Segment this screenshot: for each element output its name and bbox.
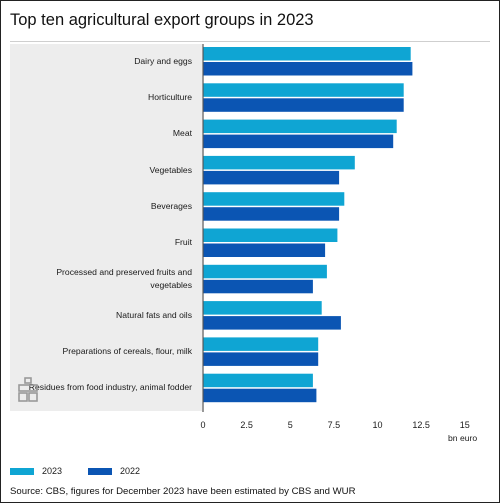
x-axis-unit-label: bn euro [448, 433, 478, 443]
category-label-panel [10, 44, 202, 411]
category-label-8: Natural fats and oils [116, 309, 192, 320]
category-label-3: Meat [172, 128, 192, 139]
category-label-9: Preparations of cereals, flour, milk [62, 346, 192, 357]
cbs-logo-icon [18, 377, 38, 402]
legend-label-2022: 2022 [120, 466, 141, 476]
x-tick-label-5: 5 [288, 420, 293, 430]
bar-2022-3 [203, 134, 394, 149]
bar-2023-2 [203, 83, 404, 97]
bar-2022-2 [203, 98, 404, 112]
bar-2023-1 [203, 47, 411, 61]
x-tick-label-0: 0 [200, 420, 205, 430]
x-tick-label-10: 10 [372, 420, 382, 430]
x-tick-label-12.5: 12.5 [412, 420, 430, 430]
bar-2022-9 [203, 352, 319, 366]
x-tick-label-15: 15 [460, 420, 470, 430]
bar-2023-9 [203, 337, 319, 351]
bar-2023-6 [203, 228, 338, 242]
category-label-7: Processed and preserved fruits and veget… [56, 267, 192, 290]
bar-2022-4 [203, 170, 340, 185]
bar-2022-10 [203, 388, 317, 403]
chart-title: Top ten agricultural export groups in 20… [10, 11, 314, 29]
legend-swatch-2023 [10, 468, 34, 475]
category-label-6: Fruit [174, 237, 192, 248]
source-note: Source: CBS, figures for December 2023 h… [10, 486, 356, 497]
bar-2022-8 [203, 316, 341, 330]
bar-2022-1 [203, 62, 413, 76]
legend-label-2023: 2023 [42, 466, 63, 476]
bar-2023-5 [203, 192, 345, 206]
category-label-1: Dairy and eggs [134, 55, 192, 66]
bar-2022-6 [203, 243, 326, 257]
bar-2023-8 [203, 301, 322, 315]
legend-swatch-2022 [88, 468, 112, 475]
bar-2022-7 [203, 279, 313, 294]
category-label-10: Residues from food industry, animal fodd… [28, 382, 192, 393]
bar-2022-5 [203, 207, 340, 221]
category-label-5: Beverages [150, 200, 192, 211]
bar-2023-10 [203, 373, 313, 388]
title-divider [10, 41, 490, 42]
x-tick-label-2.5: 2.5 [240, 420, 253, 430]
category-label-4: Vegetables [149, 164, 192, 175]
x-tick-label-7.5: 7.5 [328, 420, 341, 430]
bar-2023-3 [203, 119, 397, 134]
bar-2023-7 [203, 264, 327, 279]
category-label-2: Horticulture [148, 92, 192, 102]
bar-2023-4 [203, 155, 355, 170]
